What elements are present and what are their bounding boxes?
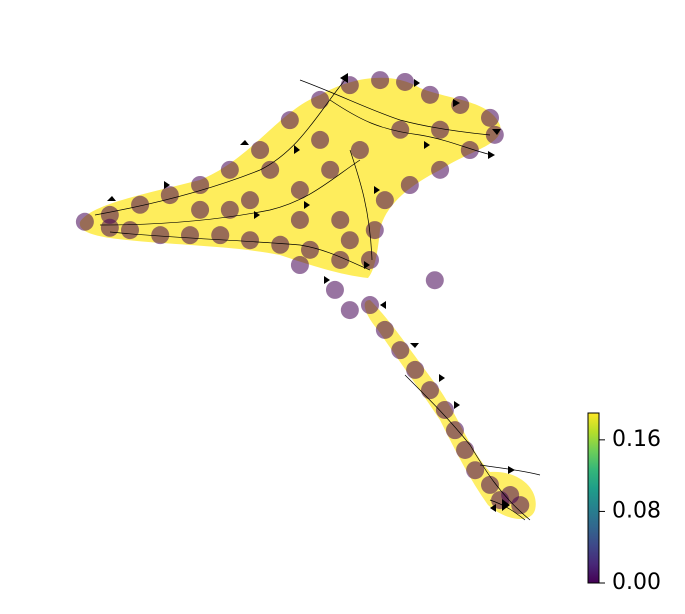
point [290,256,309,275]
colorbar-tick-label: 0.08 [612,498,661,523]
point [340,301,359,320]
point [431,160,450,179]
point [431,120,450,139]
point [100,205,119,224]
point [191,200,210,219]
point [456,440,475,459]
point [511,496,530,515]
point [325,280,344,299]
streamlines [94,79,541,521]
point [321,160,340,179]
point [311,130,330,149]
point [220,160,239,179]
point [350,141,369,160]
point [151,226,170,245]
point [391,120,410,139]
point [421,381,439,400]
colorbar-tick-label: 0.00 [612,570,661,595]
point [371,71,390,90]
point [375,320,394,339]
point [261,160,280,179]
point [280,111,299,130]
point [100,218,119,237]
point [290,181,309,200]
point [211,226,230,245]
point [445,421,464,440]
point [271,235,290,254]
point [311,90,330,109]
point [181,226,199,245]
point [466,461,485,480]
point [425,271,444,290]
point [340,231,359,250]
point [251,141,270,160]
point [241,191,259,210]
point [375,191,394,210]
point [481,475,499,494]
point [160,186,179,205]
point [241,231,259,250]
colorbar-tick-label: 0.16 [612,427,661,452]
point [400,176,419,194]
point [121,221,139,240]
point [451,95,470,114]
point [361,296,379,315]
point [361,250,379,269]
point [391,341,410,360]
point [481,108,499,127]
point [220,200,239,219]
point [290,210,309,229]
point [460,141,479,160]
arrows [107,73,515,512]
point [131,195,150,214]
point [301,240,319,259]
point [421,85,439,104]
point [331,210,350,229]
point [191,176,210,194]
point [75,212,94,231]
point [396,72,415,91]
colorbar [587,412,600,584]
point [406,360,425,379]
point [435,400,454,419]
